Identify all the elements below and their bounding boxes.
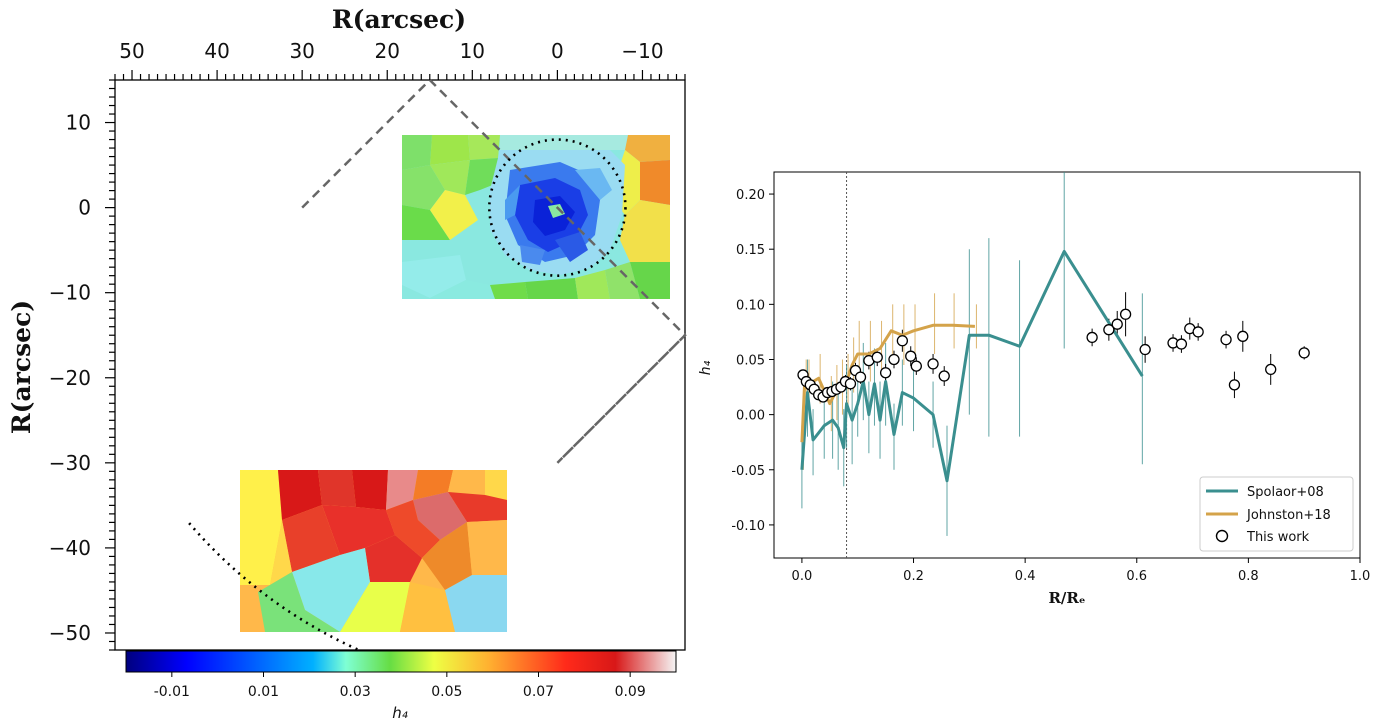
y-tick-label: -0.10 (731, 519, 765, 534)
dotted-circle (488, 138, 627, 277)
y-tick-label: -0.05 (731, 464, 765, 479)
top-axis-ticks: 50 40 30 20 10 0 −10 (114, 39, 686, 80)
left-tick-label: −50 (49, 621, 91, 645)
x-tick-label: 0.0 (792, 569, 813, 584)
top-tick-label: 50 (119, 39, 144, 63)
this-work-point (871, 351, 883, 363)
legend-box (1199, 476, 1354, 552)
top-tick-label: 10 (460, 39, 485, 63)
spolaor-line (800, 249, 1144, 483)
this-work-point (1119, 308, 1132, 320)
colorbar-tick-label: 0.05 (431, 684, 462, 700)
left-tick-label: −30 (49, 451, 91, 475)
legend: Spolaor+08 Johnston+18 This work (1199, 476, 1354, 552)
legend-label-johnston: Johnston+18 (1246, 508, 1331, 523)
colorbar-label: h₄ (392, 704, 408, 722)
x-tick-label: 0.2 (903, 569, 924, 584)
this-work-point (888, 353, 900, 366)
this-work-point (879, 367, 892, 379)
this-work-point (1139, 343, 1151, 356)
this-work-point (1175, 338, 1188, 350)
left-axis-label: R(arcsec) (7, 300, 36, 434)
dotted-arc (188, 522, 360, 652)
colorbar-tick-label: -0.01 (154, 684, 190, 700)
top-axis-label: R(arcsec) (332, 5, 466, 34)
y-tick-label: 0.10 (736, 298, 765, 313)
left-axis-ticks: 10 0 −10 −20 −30 −40 −50 (49, 79, 115, 651)
y-axis-label: h₄ (698, 360, 714, 375)
profile-panel: 0.0 0.2 0.4 0.6 0.8 1.0 0.20 0.15 0.10 0.05 0.00 -… (698, 171, 1371, 607)
colorbar-tick-label: 0.07 (523, 684, 554, 700)
this-work-point (844, 378, 857, 390)
left-tick-label: −20 (49, 366, 91, 390)
x-tick-label: 0.8 (1238, 569, 1259, 584)
this-work-point (1237, 330, 1249, 342)
dashed-region-outline (301, 78, 687, 464)
this-work-point (896, 335, 909, 347)
top-tick-label: −10 (621, 39, 663, 63)
central-field-map (402, 135, 670, 299)
this-work-point (905, 350, 917, 362)
left-tick-label: 0 (78, 196, 91, 220)
this-work-point (1298, 347, 1310, 359)
y-axis-ticks: 0.20 0.15 0.10 0.05 0.00 -0.05 -0.10 (731, 188, 774, 534)
x-tick-label: 0.4 (1015, 569, 1036, 584)
x-axis-ticks: 0.0 0.2 0.4 0.6 0.8 1.0 (792, 558, 1371, 584)
top-tick-label: 0 (551, 39, 564, 63)
colorbar-tick-label: 0.09 (615, 684, 646, 700)
colorbar-ticks: -0.01 0.01 0.03 0.05 0.07 0.09 (154, 672, 646, 700)
top-tick-label: 40 (204, 39, 229, 63)
colorbar-tick-label: 0.01 (248, 684, 279, 700)
this-work-point (910, 360, 922, 372)
johnston-line (800, 323, 975, 443)
this-work-point (1111, 318, 1123, 330)
this-work-point (1265, 363, 1277, 376)
y-tick-label: 0.00 (736, 409, 765, 424)
left-tick-label: 10 (66, 111, 91, 135)
outer-field-map (240, 470, 507, 632)
this-work-points (797, 308, 1310, 403)
this-work-point (1220, 333, 1232, 346)
legend-label-spolaor: Spolaor+08 (1247, 485, 1324, 500)
top-tick-label: 20 (375, 39, 400, 63)
this-work-point (938, 370, 950, 382)
y-tick-label: 0.05 (736, 353, 765, 368)
x-axis-label: R/Rₑ (1048, 589, 1085, 607)
x-tick-label: 0.6 (1126, 569, 1147, 584)
this-work-point (1086, 331, 1098, 344)
this-work-point (1103, 324, 1115, 336)
this-work-point (1192, 326, 1204, 338)
colorbar-tick-label: 0.03 (340, 684, 371, 700)
this-work-point (854, 371, 867, 383)
this-work-point (927, 358, 939, 370)
x-tick-label: 1.0 (1350, 569, 1371, 584)
y-tick-label: 0.15 (736, 243, 765, 258)
this-work-point (1228, 379, 1241, 391)
top-tick-label: 30 (289, 39, 314, 63)
left-tick-label: −10 (49, 281, 91, 305)
legend-label-this-work: This work (1246, 530, 1310, 545)
left-tick-label: −40 (49, 536, 91, 560)
map-panel: 50 40 30 20 10 0 −10 10 0 −10 −20 −30 −40 −50 R(arcs… (7, 5, 687, 722)
legend-swatch-this-work (1215, 529, 1229, 543)
colorbar (125, 650, 677, 673)
y-tick-label: 0.20 (736, 188, 765, 203)
